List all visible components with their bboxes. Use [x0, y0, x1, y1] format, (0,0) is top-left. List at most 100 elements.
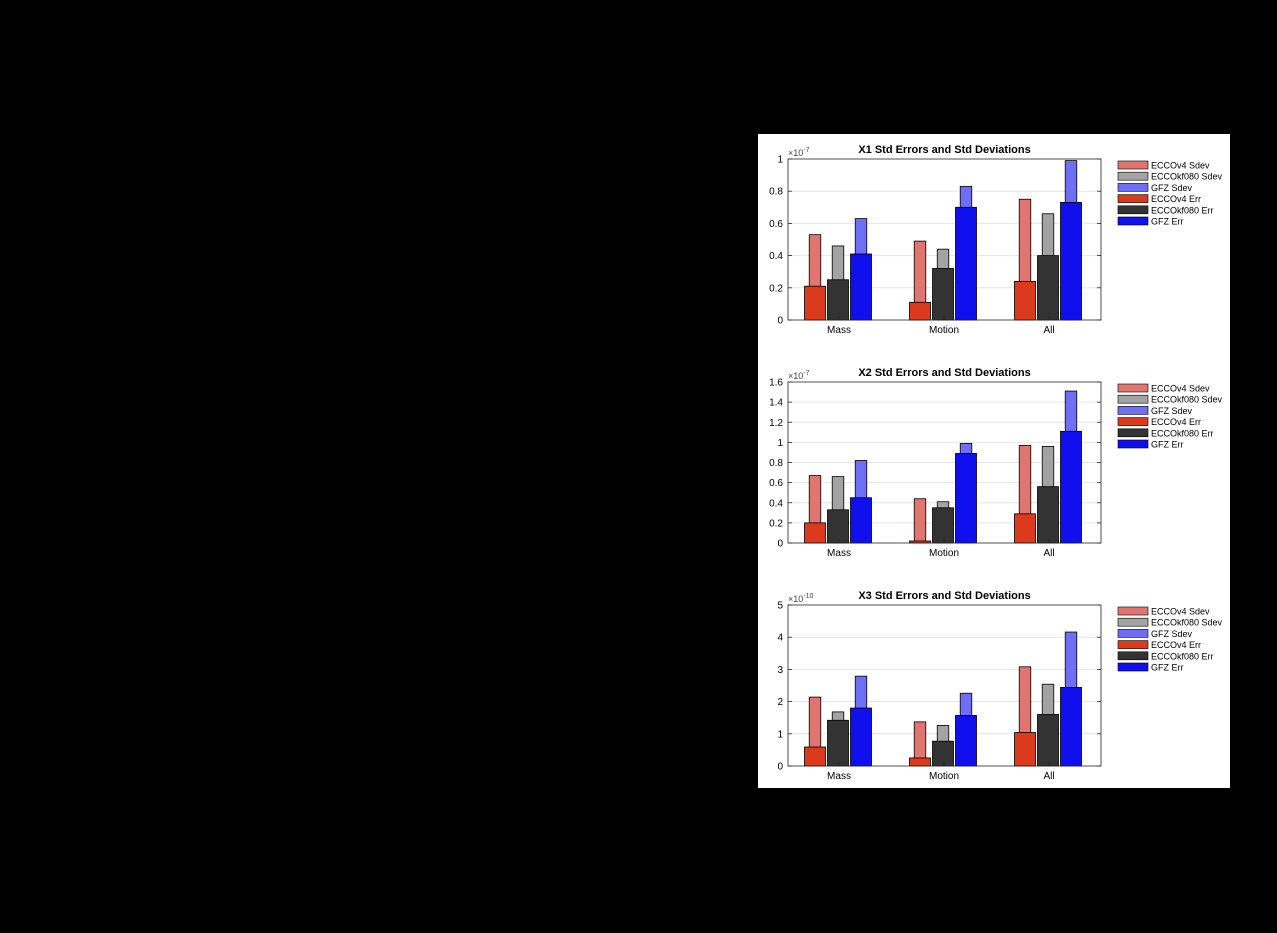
bar-eccov4-err-mass — [804, 522, 826, 544]
y-tick-label: 1 — [777, 729, 783, 740]
bar-eccov4-err-all — [1014, 280, 1036, 321]
x-tick-label: All — [1043, 325, 1054, 336]
chart-title: X3 Std Errors and Std Deviations — [858, 590, 1030, 602]
bar-gfz-err-all — [1060, 430, 1082, 544]
chart-title: X1 Std Errors and Std Deviations — [858, 144, 1030, 156]
bar-eccokf080-err-mass — [827, 719, 849, 767]
bar-eccov4-err-mass — [804, 285, 826, 321]
bar-eccokf080-err-motion — [932, 268, 954, 321]
bar-eccokf080-err-motion — [932, 507, 954, 544]
x-tick-label: Mass — [827, 548, 851, 559]
y-tick-label: 0.8 — [769, 187, 783, 198]
y-tick-label: 0 — [777, 539, 783, 550]
axis-exponent: ×10-7 — [788, 370, 810, 381]
legend-swatch — [1117, 640, 1149, 649]
legend-label: ECCOv4 Sdev — [1151, 607, 1210, 617]
legend-swatch — [1117, 216, 1149, 226]
y-tick-label: 2 — [777, 697, 783, 708]
legend-label: ECCOv4 Err — [1151, 640, 1201, 650]
legend-label: GFZ Err — [1151, 440, 1184, 450]
y-tick-label: 4 — [777, 633, 783, 644]
y-tick-label: 1 — [777, 438, 783, 449]
x-tick-label: Motion — [929, 325, 959, 336]
legend-swatch — [1117, 617, 1149, 627]
legend-swatch — [1117, 183, 1149, 192]
legend-label: GFZ Sdev — [1151, 629, 1193, 639]
x-tick-label: All — [1043, 548, 1054, 559]
legend-label: ECCOkf080 Sdev — [1151, 618, 1223, 628]
bar-eccokf080-err-mass — [827, 279, 849, 321]
legend-swatch — [1117, 417, 1149, 426]
legend-swatch — [1117, 428, 1149, 438]
legend-label: ECCOv4 Err — [1151, 194, 1201, 204]
legend-swatch — [1117, 406, 1149, 415]
bar-gfz-err-motion — [955, 715, 977, 767]
legend-swatch — [1117, 383, 1149, 393]
y-tick-label: 0 — [777, 762, 783, 773]
chart-3: 0 1 2 3 4 5 Mass Motion All ×10-10 X3 Std Errors a… — [777, 590, 1222, 782]
bar-eccov4-sdev-motion — [913, 498, 927, 544]
legend-swatch — [1117, 160, 1149, 170]
y-tick-label: 1 — [777, 155, 783, 166]
x-tick-label: Mass — [827, 771, 851, 782]
y-tick-label: 0.2 — [769, 283, 783, 294]
y-tick-label: 0.6 — [769, 219, 783, 230]
y-tick-label: 0.4 — [769, 251, 783, 262]
x-tick-label: Motion — [929, 771, 959, 782]
x-tick-label: Mass — [827, 325, 851, 336]
bar-gfz-err-motion — [955, 206, 977, 321]
y-tick-label: 0.4 — [769, 498, 783, 509]
bar-eccov4-err-all — [1014, 513, 1036, 544]
legend-label: ECCOkf080 Err — [1151, 205, 1214, 215]
axis-exponent-power: -7 — [803, 370, 809, 377]
bar-eccov4-err-motion — [909, 301, 931, 321]
axis-exponent-base: ×10 — [788, 148, 803, 158]
y-tick-label: 1.2 — [769, 418, 783, 429]
axis-exponent: ×10-7 — [788, 147, 810, 158]
y-tick-label: 0 — [777, 316, 783, 327]
chart-1: 0 0.2 0.4 0.6 0.8 1 Mass Motion All ×10-7 X1 Std E… — [769, 144, 1222, 336]
y-tick-label: 0.8 — [769, 458, 783, 469]
chart-2: 0 0.2 0.4 0.6 0.8 1 1.2 1.4 1.6 Mass Motion All ×10-… — [769, 367, 1222, 559]
axis-exponent: ×10-10 — [788, 593, 814, 604]
bar-eccov4-err-mass — [804, 746, 826, 767]
legend-label: ECCOv4 Sdev — [1151, 161, 1210, 171]
bar-gfz-err-all — [1060, 687, 1082, 767]
bar-eccokf080-err-all — [1037, 486, 1059, 544]
legend-swatch — [1117, 194, 1149, 203]
legend-label: GFZ Err — [1151, 217, 1184, 227]
legend-swatch — [1117, 606, 1149, 616]
legend-swatch — [1117, 439, 1149, 449]
bar-gfz-err-motion — [955, 453, 977, 544]
axis-exponent-base: ×10 — [788, 371, 803, 381]
bar-eccokf080-err-mass — [827, 509, 849, 544]
bar-eccokf080-err-all — [1037, 255, 1059, 321]
y-tick-label: 0.2 — [769, 518, 783, 529]
legend-label: ECCOv4 Sdev — [1151, 384, 1210, 394]
bar-eccokf080-err-all — [1037, 714, 1059, 767]
legend-label: ECCOkf080 Err — [1151, 428, 1214, 438]
legend-swatch — [1117, 629, 1149, 638]
legend-label: ECCOkf080 Sdev — [1151, 395, 1223, 405]
x-tick-label: All — [1043, 771, 1054, 782]
legend-label: GFZ Sdev — [1151, 183, 1193, 193]
bar-gfz-err-mass — [850, 707, 872, 767]
y-tick-label: 1.4 — [769, 398, 783, 409]
axis-exponent-power: -10 — [803, 593, 813, 600]
y-tick-label: 0.6 — [769, 478, 783, 489]
x-tick-label: Motion — [929, 548, 959, 559]
legend-swatch — [1117, 662, 1149, 672]
axis-exponent-base: ×10 — [788, 594, 803, 604]
legend-label: GFZ Err — [1151, 663, 1184, 673]
chart-title: X2 Std Errors and Std Deviations — [858, 367, 1030, 379]
bar-gfz-err-mass — [850, 253, 872, 321]
bar-eccov4-err-all — [1014, 732, 1036, 767]
legend-label: ECCOv4 Err — [1151, 417, 1201, 427]
y-tick-label: 3 — [777, 665, 783, 676]
figure-panel: 0 0.2 0.4 0.6 0.8 1 Mass Motion All ×10-7 X1 Std E… — [758, 134, 1230, 788]
legend-swatch — [1117, 205, 1149, 215]
